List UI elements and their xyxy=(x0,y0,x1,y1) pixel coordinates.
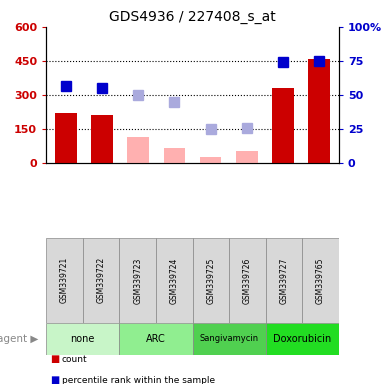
Bar xyxy=(127,137,149,163)
Text: percentile rank within the sample: percentile rank within the sample xyxy=(62,376,215,384)
Bar xyxy=(46,238,83,323)
Title: GDS4936 / 227408_s_at: GDS4936 / 227408_s_at xyxy=(109,10,276,25)
Bar xyxy=(266,238,302,323)
Bar xyxy=(119,238,156,323)
Text: ■: ■ xyxy=(50,354,59,364)
Bar xyxy=(192,323,266,355)
Text: GSM339721: GSM339721 xyxy=(60,257,69,303)
Text: GSM339724: GSM339724 xyxy=(170,257,179,303)
Bar xyxy=(266,323,339,355)
Text: agent ▶: agent ▶ xyxy=(0,334,38,344)
Bar xyxy=(83,238,119,323)
Text: Doxorubicin: Doxorubicin xyxy=(273,334,331,344)
Bar xyxy=(55,113,77,163)
Bar xyxy=(156,238,192,323)
Bar xyxy=(119,323,192,355)
Bar xyxy=(200,157,221,163)
Text: count: count xyxy=(62,354,87,364)
Bar xyxy=(272,88,294,163)
Bar xyxy=(46,323,119,355)
Bar xyxy=(91,116,113,163)
Text: Sangivamycin: Sangivamycin xyxy=(199,334,259,343)
Text: GSM339725: GSM339725 xyxy=(206,257,215,303)
Text: none: none xyxy=(70,334,95,344)
Text: GSM339722: GSM339722 xyxy=(97,257,105,303)
Bar xyxy=(229,238,266,323)
Text: GSM339765: GSM339765 xyxy=(316,257,325,304)
Bar xyxy=(236,151,258,163)
Text: ARC: ARC xyxy=(146,334,166,344)
Text: GSM339726: GSM339726 xyxy=(243,257,252,303)
Bar xyxy=(302,238,339,323)
Text: ■: ■ xyxy=(50,375,59,384)
Text: GSM339723: GSM339723 xyxy=(133,257,142,303)
Text: GSM339727: GSM339727 xyxy=(280,257,288,303)
Bar xyxy=(192,238,229,323)
Bar xyxy=(308,59,330,163)
Bar xyxy=(164,148,185,163)
